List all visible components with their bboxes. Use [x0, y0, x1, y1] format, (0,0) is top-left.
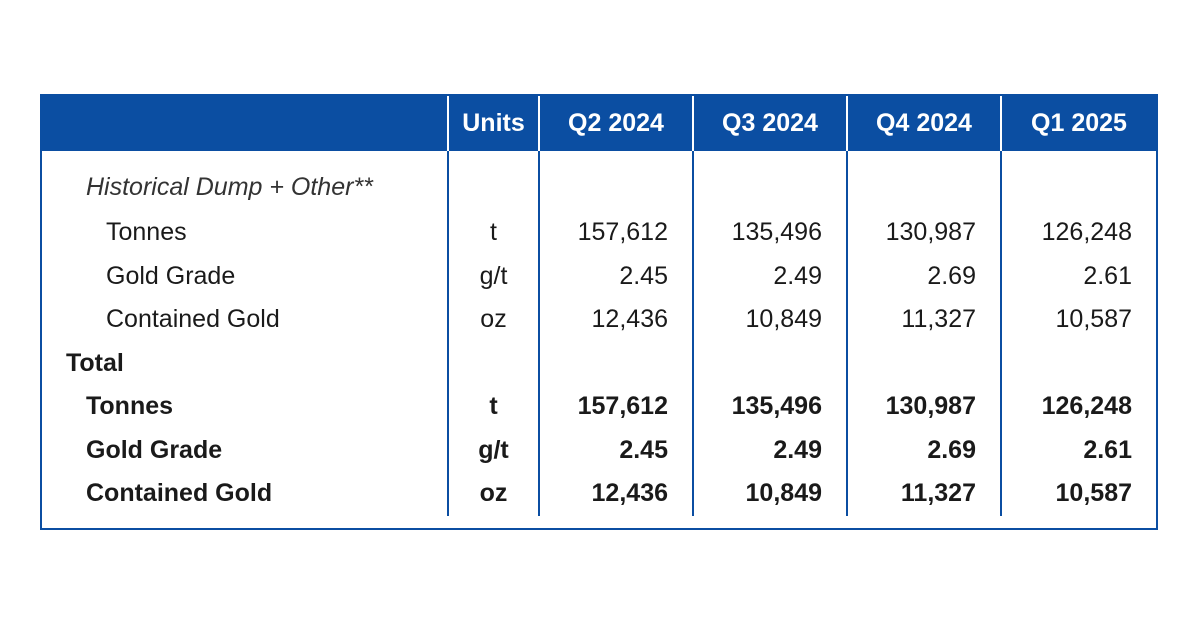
production-table: Units Q2 2024 Q3 2024 Q4 2024 Q1 2025 Hi…	[40, 94, 1158, 530]
cell-value: 12,436	[538, 472, 693, 516]
cell-value: 157,612	[538, 385, 693, 429]
cell-value: 10,587	[1000, 472, 1156, 516]
header-row: Units Q2 2024 Q3 2024 Q4 2024 Q1 2025	[42, 96, 1156, 151]
cell-value: 157,612	[538, 211, 693, 255]
cell-value: 11,327	[846, 298, 1001, 342]
cell-value: 135,496	[692, 211, 847, 255]
row-units: oz	[447, 472, 539, 516]
row-units: oz	[447, 298, 539, 342]
group-title: Historical Dump + Other**	[86, 172, 373, 201]
cell-value: 2.69	[846, 254, 1001, 298]
cell-value: 11,327	[846, 472, 1001, 516]
cell-value: 126,248	[1000, 385, 1156, 429]
cell-value: 2.61	[1000, 428, 1156, 472]
cell-value: 12,436	[538, 298, 693, 342]
table-row: Tonnes t 157,612 135,496 130,987 126,248	[42, 211, 1156, 255]
cell-value: 126,248	[1000, 211, 1156, 255]
header-q4-2024: Q4 2024	[846, 96, 1001, 151]
row-units: t	[447, 385, 539, 429]
cell-value: 2.49	[692, 428, 847, 472]
data-table: Units Q2 2024 Q3 2024 Q4 2024 Q1 2025 Hi…	[42, 96, 1156, 516]
cell-value: 135,496	[692, 385, 847, 429]
row-units: g/t	[447, 254, 539, 298]
cell-value: 130,987	[846, 385, 1001, 429]
cell-value: 2.49	[692, 254, 847, 298]
cell-value: 10,849	[692, 298, 847, 342]
row-label: Gold Grade	[106, 261, 236, 290]
header-label	[42, 96, 448, 151]
cell-value: 10,849	[692, 472, 847, 516]
table-row: Gold Grade g/t 2.45 2.49 2.69 2.61	[42, 254, 1156, 298]
header-q2-2024: Q2 2024	[538, 96, 693, 151]
cell-value: 2.69	[846, 428, 1001, 472]
row-label: Gold Grade	[86, 435, 223, 464]
group-header-row: Historical Dump + Other**	[42, 151, 1156, 211]
table-row: Contained Gold oz 12,436 10,849 11,327 1…	[42, 298, 1156, 342]
total-header-row: Total	[42, 341, 1156, 385]
header-q3-2024: Q3 2024	[692, 96, 847, 151]
row-label: Contained Gold	[86, 479, 273, 508]
cell-value: 2.45	[538, 428, 693, 472]
table-row: Contained Gold oz 12,436 10,849 11,327 1…	[42, 472, 1156, 516]
row-label: Tonnes	[106, 218, 187, 247]
row-label: Contained Gold	[106, 305, 280, 334]
table-row: Tonnes t 157,612 135,496 130,987 126,248	[42, 385, 1156, 429]
total-title: Total	[66, 348, 124, 377]
row-label: Tonnes	[86, 392, 174, 421]
cell-value: 10,587	[1000, 298, 1156, 342]
header-q1-2025: Q1 2025	[1000, 96, 1156, 151]
cell-value: 130,987	[846, 211, 1001, 255]
header-units: Units	[447, 96, 539, 151]
cell-value: 2.61	[1000, 254, 1156, 298]
cell-value: 2.45	[538, 254, 693, 298]
row-units: g/t	[447, 428, 539, 472]
table-row: Gold Grade g/t 2.45 2.49 2.69 2.61	[42, 428, 1156, 472]
row-units: t	[447, 211, 539, 255]
